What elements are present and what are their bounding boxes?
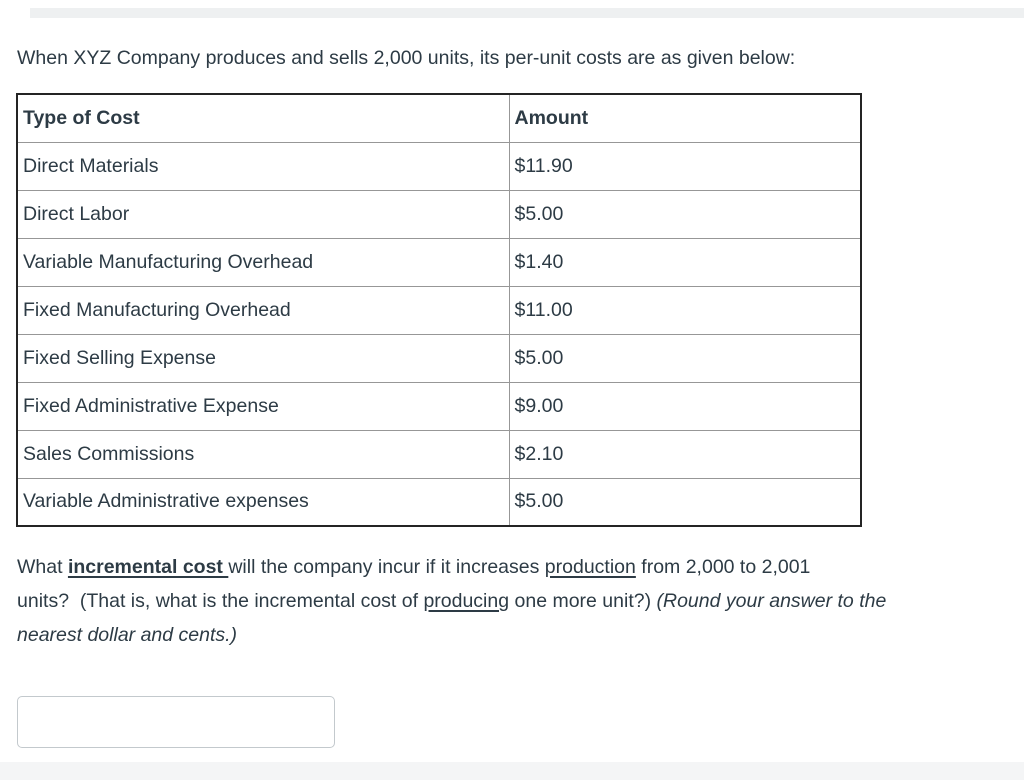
- question-text-segment: units? (That is, what is the incremental…: [17, 590, 424, 612]
- amount-cell: $5.00: [508, 477, 862, 527]
- cost-type-cell: Sales Commissions: [16, 429, 510, 479]
- cost-type-cell: Direct Materials: [16, 141, 510, 191]
- column-header-type-of-cost: Type of Cost: [16, 93, 510, 143]
- cost-table: Type of Cost Amount Direct Materials $11.…: [16, 93, 862, 527]
- amount-cell: $9.00: [508, 381, 862, 431]
- table-row: Direct Materials $11.90: [16, 141, 862, 191]
- cost-type-cell: Variable Manufacturing Overhead: [16, 237, 510, 287]
- question-text-segment: from 2,000 to 2,001: [635, 556, 811, 578]
- amount-cell: $5.00: [508, 333, 862, 383]
- answer-input[interactable]: [17, 696, 335, 748]
- table-header-row: Type of Cost Amount: [16, 93, 862, 143]
- amount-cell: $5.00: [508, 189, 862, 239]
- question-intro-text: When XYZ Company produces and sells 2,00…: [17, 47, 796, 69]
- question-prompt-text: What incremental cost will the company i…: [17, 550, 1004, 652]
- table-row: Sales Commissions $2.10: [16, 429, 862, 479]
- cost-table-body: Direct Materials $11.90 Direct Labor $5.00 V…: [16, 141, 862, 527]
- table-row: Direct Labor $5.00: [16, 189, 862, 239]
- question-text-segment: producing: [423, 590, 510, 612]
- cost-type-cell: Direct Labor: [16, 189, 510, 239]
- question-text-segment: one more unit?): [509, 590, 657, 612]
- amount-cell: $11.00: [508, 285, 862, 335]
- amount-cell: $11.90: [508, 141, 862, 191]
- table-row: Fixed Selling Expense $5.00: [16, 333, 862, 383]
- question-body: When XYZ Company produces and sells 2,00…: [16, 47, 1004, 748]
- top-edge-strip: [30, 8, 1024, 18]
- question-text-segment: What: [17, 556, 68, 578]
- question-text-segment: incremental cost: [67, 556, 229, 578]
- amount-cell: $1.40: [508, 237, 862, 287]
- table-row: Fixed Manufacturing Overhead $11.00: [16, 285, 862, 335]
- question-text-segment: nearest dollar and cents.): [17, 624, 238, 646]
- table-row: Fixed Administrative Expense $9.00: [16, 381, 862, 431]
- question-text-segment: will the company incur if it increases: [228, 556, 545, 578]
- cost-type-cell: Fixed Administrative Expense: [16, 381, 510, 431]
- question-text-segment: production: [544, 556, 636, 578]
- cost-type-cell: Fixed Selling Expense: [16, 333, 510, 383]
- column-header-amount: Amount: [508, 93, 862, 143]
- cost-type-cell: Fixed Manufacturing Overhead: [16, 285, 510, 335]
- bottom-edge-strip: [0, 762, 1024, 780]
- question-text-segment: (Round your answer to the: [656, 590, 887, 612]
- table-row: Variable Manufacturing Overhead $1.40: [16, 237, 862, 287]
- table-row: Variable Administrative expenses $5.00: [16, 477, 862, 527]
- cost-type-cell: Variable Administrative expenses: [16, 477, 510, 527]
- amount-cell: $2.10: [508, 429, 862, 479]
